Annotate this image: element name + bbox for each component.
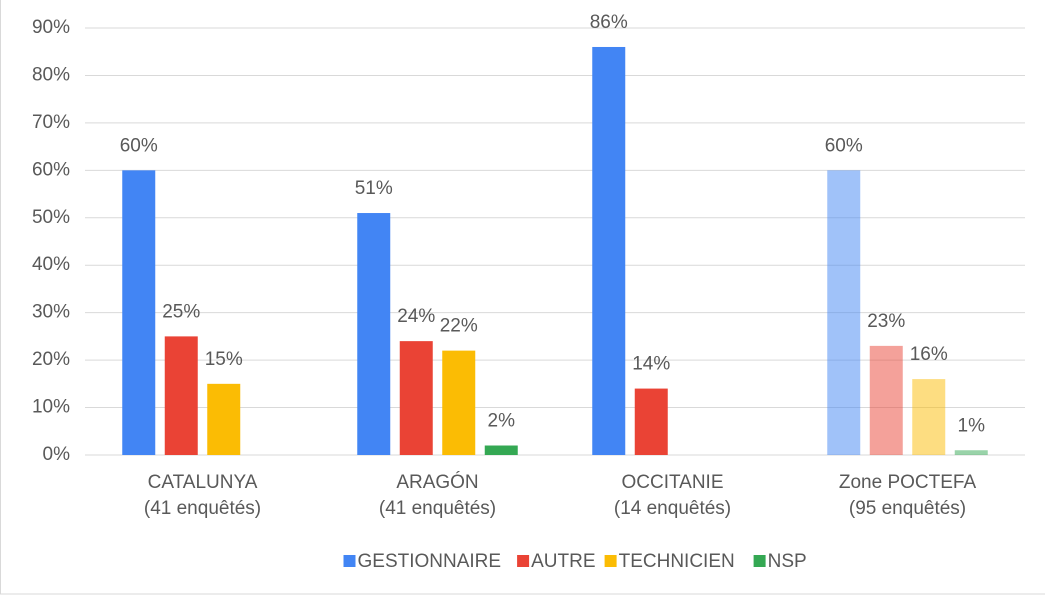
bar xyxy=(207,383,241,455)
x-tick-label: OCCITANIE xyxy=(621,472,723,493)
data-label: 15% xyxy=(205,349,243,370)
bar xyxy=(399,341,433,455)
bar xyxy=(122,170,156,456)
data-label: 60% xyxy=(825,135,863,156)
y-tick-label: 30% xyxy=(32,302,70,323)
data-label: 86% xyxy=(590,12,628,33)
x-tick-label: ARAGÓN xyxy=(396,471,478,493)
x-tick-label: (14 enquêtés) xyxy=(614,498,731,519)
bar xyxy=(484,445,518,455)
legend-label: NSP xyxy=(768,551,807,572)
y-tick-label: 70% xyxy=(32,112,70,133)
bar xyxy=(954,450,988,455)
data-label: 22% xyxy=(440,316,478,337)
legend-label: GESTIONNAIRE xyxy=(358,551,502,572)
y-tick-label: 0% xyxy=(43,444,71,465)
legend-swatch xyxy=(753,555,766,567)
legend-swatch xyxy=(517,555,530,567)
bar xyxy=(634,388,668,455)
bar xyxy=(592,46,626,455)
data-label: 23% xyxy=(867,311,905,332)
bar xyxy=(357,213,391,455)
y-tick-label: 60% xyxy=(32,159,70,180)
x-tick-label: Zone POCTEFA xyxy=(839,472,977,493)
bar xyxy=(442,350,476,455)
data-label: 60% xyxy=(120,135,158,156)
bar xyxy=(164,336,198,455)
data-label: 14% xyxy=(632,354,670,375)
y-tick-label: 80% xyxy=(32,64,70,85)
data-label: 24% xyxy=(397,306,435,327)
y-tick-label: 90% xyxy=(32,17,70,38)
legend-label: AUTRE xyxy=(531,551,595,572)
data-label: 25% xyxy=(162,301,200,322)
x-tick-label: (41 enquêtés) xyxy=(379,498,496,519)
bar xyxy=(869,345,903,455)
legend-swatch xyxy=(343,555,356,567)
bar xyxy=(912,379,946,455)
x-tick-label: CATALUNYA xyxy=(148,472,258,493)
y-tick-label: 50% xyxy=(32,207,70,228)
data-label: 16% xyxy=(910,344,948,365)
data-label: 1% xyxy=(958,415,986,436)
data-label: 51% xyxy=(355,178,393,199)
y-tick-label: 40% xyxy=(32,254,70,275)
legend-label: TECHNICIEN xyxy=(619,551,735,572)
legend-swatch xyxy=(604,555,617,567)
y-tick-label: 10% xyxy=(32,397,70,418)
bar xyxy=(827,170,861,456)
x-tick-label: (95 enquêtés) xyxy=(849,498,966,519)
y-tick-label: 20% xyxy=(32,349,70,370)
x-tick-label: (41 enquêtés) xyxy=(144,498,261,519)
data-label: 2% xyxy=(488,411,516,432)
